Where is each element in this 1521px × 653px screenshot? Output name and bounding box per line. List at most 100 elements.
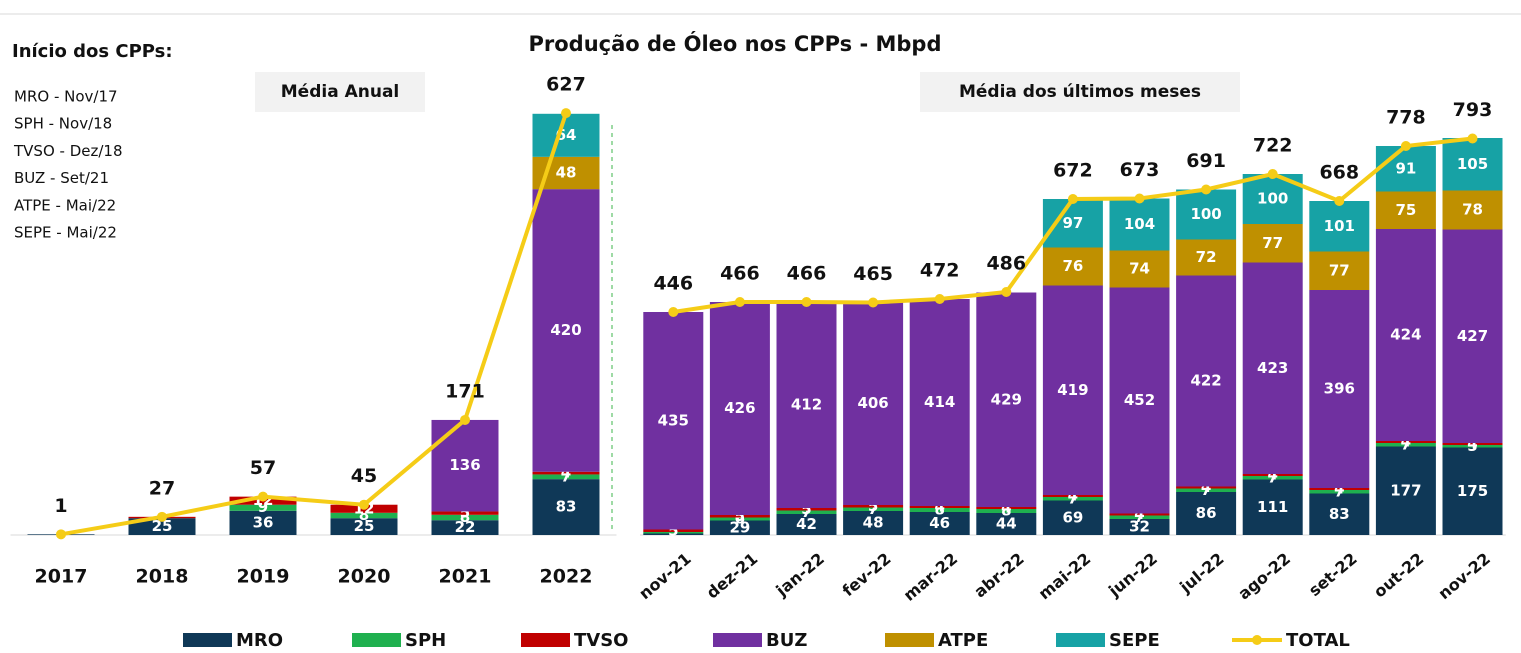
x-tick-label: set-22 bbox=[1305, 549, 1361, 600]
total-marker bbox=[1267, 169, 1278, 179]
bar-segment bbox=[843, 511, 904, 535]
panel-label-box bbox=[920, 72, 1240, 112]
bar-segment bbox=[1442, 229, 1503, 443]
total-label: 171 bbox=[445, 380, 485, 402]
total-marker bbox=[868, 297, 879, 308]
bar-segment bbox=[1176, 486, 1237, 489]
bar-segment bbox=[909, 506, 970, 508]
value-label: 412 bbox=[791, 396, 822, 414]
total-label: 672 bbox=[1053, 160, 1093, 182]
bar-segment bbox=[1176, 492, 1237, 535]
note-line: SPH - Nov/18 bbox=[14, 115, 112, 133]
bar-segment bbox=[1309, 251, 1370, 290]
total-label: 793 bbox=[1453, 99, 1493, 121]
value-label: 452 bbox=[1124, 391, 1155, 409]
value-label: 7 bbox=[868, 500, 878, 518]
value-label: 422 bbox=[1190, 372, 1221, 390]
total-label: 778 bbox=[1386, 107, 1426, 129]
x-tick-label: nov-22 bbox=[1434, 549, 1493, 603]
value-label: 423 bbox=[1257, 359, 1288, 377]
value-label: 175 bbox=[1457, 482, 1488, 500]
total-label: 673 bbox=[1120, 159, 1160, 181]
bar-segment bbox=[709, 515, 770, 518]
bar-segment bbox=[1375, 446, 1436, 535]
value-label: 429 bbox=[991, 390, 1022, 408]
legend-swatch bbox=[713, 633, 762, 647]
value-label: 42 bbox=[796, 515, 817, 533]
total-label: 486 bbox=[986, 253, 1026, 275]
value-label: 75 bbox=[1395, 201, 1416, 219]
value-label: 101 bbox=[1324, 217, 1355, 235]
bar-segment bbox=[843, 505, 904, 508]
total-label: 722 bbox=[1253, 135, 1293, 157]
bar-segment bbox=[1242, 479, 1303, 535]
bar-segment bbox=[532, 479, 600, 535]
x-tick-label: fev-22 bbox=[839, 549, 895, 600]
value-label: 4 bbox=[1267, 466, 1277, 484]
total-marker bbox=[1067, 194, 1078, 204]
bar-segment bbox=[229, 504, 297, 511]
bar-segment bbox=[1375, 146, 1436, 192]
bar-segment bbox=[1042, 247, 1103, 286]
bar-segment bbox=[1109, 198, 1170, 251]
value-label: 100 bbox=[1257, 190, 1288, 208]
bar-segment bbox=[1042, 285, 1103, 495]
bar-segment bbox=[431, 511, 499, 515]
x-tick-label: jun-22 bbox=[1104, 549, 1161, 601]
total-label: 446 bbox=[653, 273, 693, 295]
value-label: 427 bbox=[1457, 327, 1488, 345]
x-tick-label: 2022 bbox=[540, 566, 593, 588]
value-label: 77 bbox=[1329, 261, 1350, 279]
value-label: 46 bbox=[929, 514, 950, 532]
bar-segment bbox=[1309, 493, 1370, 535]
note-line: TVSO - Dez/18 bbox=[13, 142, 123, 160]
value-label: 29 bbox=[729, 518, 750, 536]
value-label: 419 bbox=[1057, 381, 1088, 399]
bar-segment bbox=[1309, 201, 1370, 252]
panel-label-box bbox=[255, 72, 425, 112]
total-marker bbox=[1334, 196, 1345, 206]
total-marker bbox=[1001, 287, 1012, 297]
x-tick-label: jan-22 bbox=[772, 549, 828, 601]
value-label: 36 bbox=[253, 513, 274, 531]
value-label: 32 bbox=[1129, 518, 1150, 536]
total-marker bbox=[1467, 133, 1478, 144]
legend-label: ATPE bbox=[938, 630, 988, 651]
value-label: 7 bbox=[561, 467, 571, 485]
total-label: 57 bbox=[250, 457, 276, 479]
value-label: 420 bbox=[550, 321, 581, 339]
bar-segment bbox=[1109, 287, 1170, 514]
legend-label: TOTAL bbox=[1286, 630, 1350, 651]
bar-segment bbox=[330, 512, 398, 519]
value-label: 74 bbox=[1129, 260, 1150, 278]
x-tick-label: ago-22 bbox=[1234, 549, 1294, 604]
bar-segment bbox=[1176, 189, 1237, 240]
legend-swatch bbox=[1056, 633, 1105, 647]
total-marker bbox=[1134, 193, 1145, 204]
bar-segment bbox=[1442, 447, 1503, 535]
value-label: 396 bbox=[1324, 380, 1355, 398]
bar-segment bbox=[1042, 497, 1103, 501]
legend-label: SEPE bbox=[1109, 630, 1160, 651]
x-tick-label: 2019 bbox=[237, 566, 290, 588]
bar-segment bbox=[1309, 490, 1370, 494]
bar-segment bbox=[709, 520, 770, 535]
legend-label: MRO bbox=[236, 630, 283, 651]
value-label: 86 bbox=[1196, 504, 1217, 522]
bar-segment bbox=[431, 514, 499, 521]
bar-segment bbox=[1242, 476, 1303, 480]
legend-label: SPH bbox=[405, 630, 446, 651]
value-label: 83 bbox=[1329, 505, 1350, 523]
value-label: 77 bbox=[1262, 234, 1283, 252]
value-label: 5 bbox=[460, 504, 470, 522]
value-label: 91 bbox=[1395, 159, 1416, 177]
value-label: 5 bbox=[868, 497, 878, 515]
bar-segment bbox=[1375, 229, 1436, 441]
bar-segment bbox=[1442, 443, 1503, 445]
x-tick-label: mai-22 bbox=[1035, 549, 1095, 603]
value-label: 4 bbox=[1334, 480, 1344, 498]
bar-segment bbox=[1442, 445, 1503, 448]
panel-label: Média dos últimos meses bbox=[959, 82, 1201, 102]
bar-segment bbox=[532, 189, 600, 472]
